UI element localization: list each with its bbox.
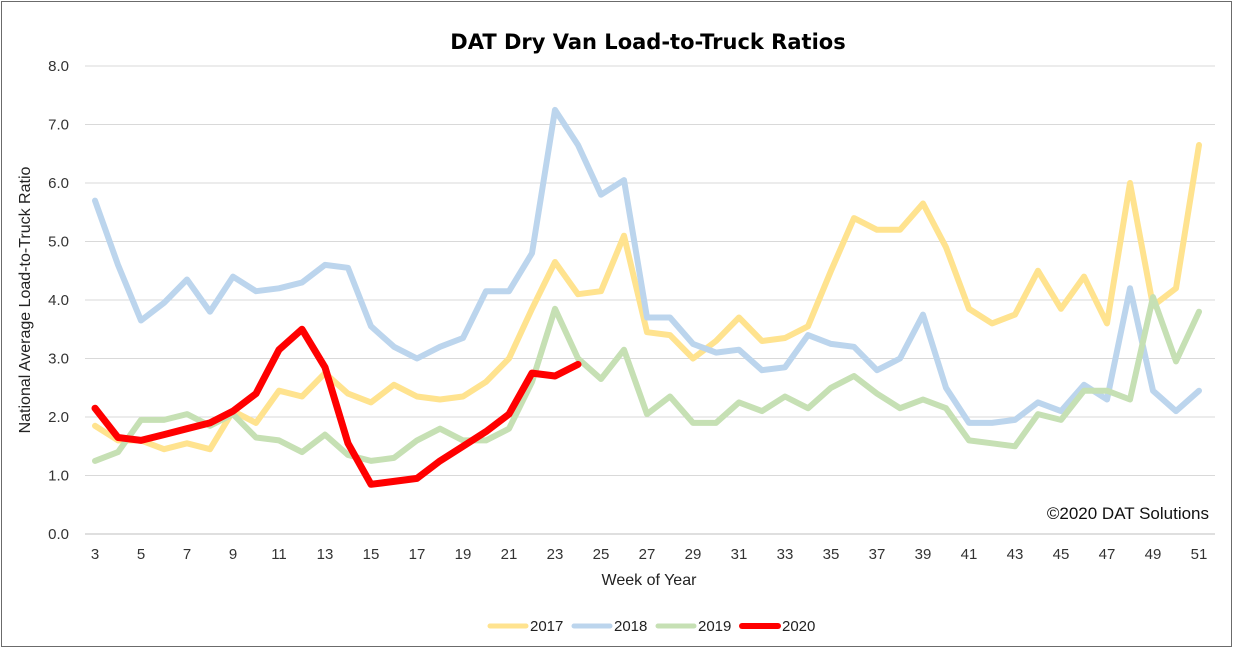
legend-label-2018: 2018 bbox=[614, 618, 647, 635]
y-tick-label: 4.0 bbox=[48, 292, 69, 309]
y-tick-label: 1.0 bbox=[48, 468, 69, 485]
x-tick-label: 33 bbox=[777, 546, 794, 563]
y-tick-label: 0.0 bbox=[48, 526, 69, 543]
x-tick-label: 25 bbox=[593, 546, 610, 563]
series-line-2017 bbox=[92, 142, 1202, 453]
x-tick-label: 11 bbox=[271, 546, 287, 563]
x-tick-label: 5 bbox=[137, 546, 145, 563]
y-tick-labels: 0.0 1.0 2.0 3.0 4.0 5.0 6.0 7.0 8.0 bbox=[48, 58, 69, 543]
x-tick-label: 37 bbox=[869, 546, 886, 563]
x-tick-label: 31 bbox=[731, 546, 748, 563]
y-tick-label: 5.0 bbox=[48, 234, 69, 251]
legend-label-2019: 2019 bbox=[698, 618, 731, 635]
x-tick-label: 29 bbox=[685, 546, 702, 563]
x-tick-label: 19 bbox=[455, 546, 472, 563]
x-tick-label: 45 bbox=[1053, 546, 1070, 563]
chart-title: DAT Dry Van Load-to-Truck Ratios bbox=[450, 30, 845, 54]
x-tick-label: 17 bbox=[409, 546, 426, 563]
copyright-annotation: ©2020 DAT Solutions bbox=[1047, 504, 1209, 523]
gridlines bbox=[85, 65, 1215, 535]
x-tick-label: 15 bbox=[363, 546, 380, 563]
x-tick-label: 13 bbox=[317, 546, 334, 563]
y-axis-label: National Average Load-to-Truck Ratio bbox=[17, 166, 34, 433]
x-tick-label: 47 bbox=[1099, 546, 1116, 563]
x-tick-label: 3 bbox=[91, 546, 99, 563]
series-lines bbox=[91, 106, 1202, 488]
x-tick-labels: 3 5 7 9 11 13 15 17 19 21 23 25 27 29 31 33 35 37 39 41 43 45… bbox=[91, 546, 1208, 563]
series-line-2019 bbox=[92, 294, 1202, 464]
y-tick-label: 7.0 bbox=[48, 117, 69, 134]
y-tick-label: 3.0 bbox=[48, 351, 69, 368]
y-tick-label: 6.0 bbox=[48, 175, 69, 192]
series-line-2018 bbox=[92, 106, 1202, 426]
y-tick-label: 8.0 bbox=[48, 58, 69, 75]
x-tick-label: 49 bbox=[1145, 546, 1162, 563]
x-tick-label: 43 bbox=[1007, 546, 1024, 563]
series-line-2020 bbox=[91, 325, 582, 488]
x-tick-label: 51 bbox=[1191, 546, 1208, 563]
x-tick-label: 35 bbox=[823, 546, 840, 563]
legend-label-2017: 2017 bbox=[530, 618, 563, 635]
y-tick-label: 2.0 bbox=[48, 409, 69, 426]
x-tick-label: 23 bbox=[547, 546, 564, 563]
x-tick-label: 7 bbox=[183, 546, 191, 563]
x-tick-label: 41 bbox=[961, 546, 978, 563]
legend-label-2020: 2020 bbox=[782, 618, 815, 635]
x-tick-label: 21 bbox=[501, 546, 518, 563]
x-tick-label: 39 bbox=[915, 546, 932, 563]
x-axis-label: Week of Year bbox=[602, 572, 698, 589]
x-tick-label: 9 bbox=[229, 546, 237, 563]
legend: 2017 2018 2019 2020 bbox=[487, 618, 815, 635]
x-tick-label: 27 bbox=[639, 546, 656, 563]
